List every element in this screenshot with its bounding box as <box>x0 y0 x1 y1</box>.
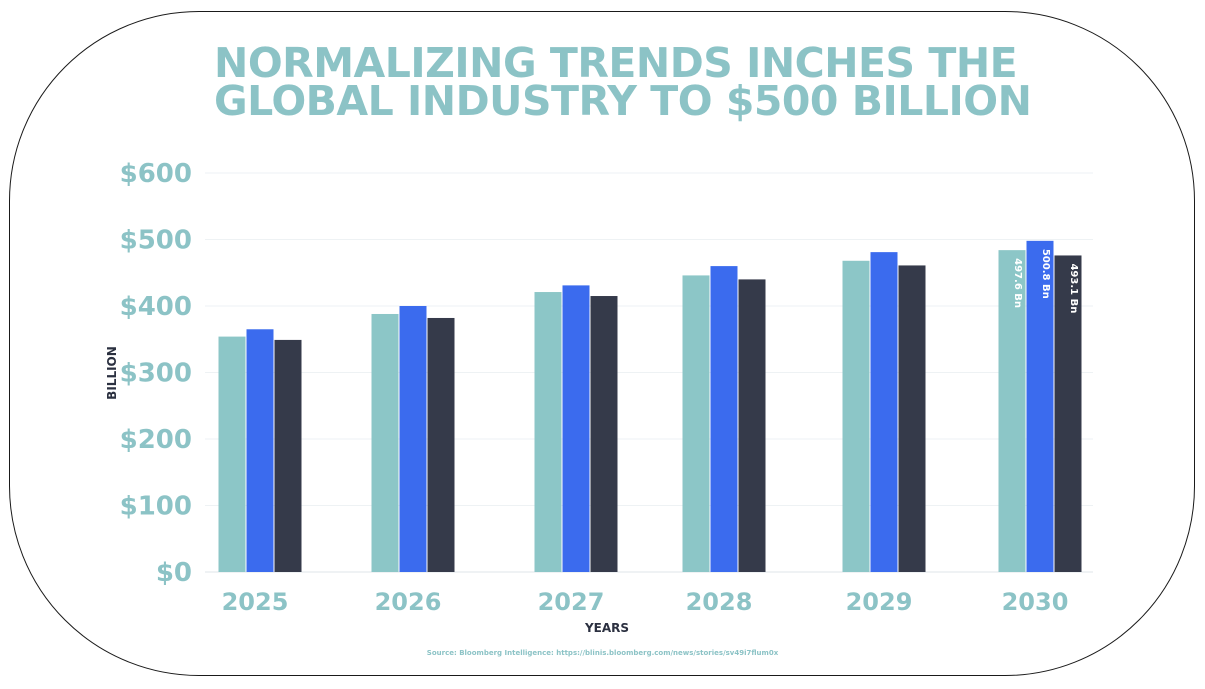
data-labels: 497.6 Bn 500.8 Bn 493.1 Bn <box>1012 249 1079 313</box>
x-tick-label: 2027 <box>538 588 605 616</box>
x-tick-label: 2026 <box>375 588 442 616</box>
bar-2025-series-3 <box>274 339 302 572</box>
x-tick-label: 2025 <box>222 588 289 616</box>
bar-2028-series-3 <box>738 279 766 572</box>
bar-2027-series-3 <box>590 296 618 572</box>
bar-2030-series-2 <box>1026 240 1054 572</box>
chart-title-line-2: GLOBAL INDUSTRY TO $500 BILLION <box>214 77 1032 125</box>
bar-2028-series-2 <box>710 266 738 572</box>
bar-2027-series-1 <box>534 292 562 572</box>
bars <box>218 240 1082 572</box>
bar-2029-series-2 <box>870 252 898 572</box>
x-tick-label: 2030 <box>1002 588 1069 616</box>
x-tick-label: 2029 <box>846 588 913 616</box>
chart-title: NORMALIZING TRENDS INCHES THE GLOBAL IND… <box>214 39 1032 125</box>
bar-2029-series-1 <box>842 260 870 572</box>
chart-title-line-1: NORMALIZING TRENDS INCHES THE <box>214 39 1018 87</box>
data-label: 497.6 Bn <box>1012 258 1023 308</box>
bar-2030-series-1 <box>998 250 1026 572</box>
x-tick-label: 2028 <box>686 588 753 616</box>
bar-2026-series-1 <box>371 313 399 572</box>
y-tick-label: $500 <box>120 226 192 256</box>
bar-2027-series-2 <box>562 285 590 572</box>
y-tick-label: $100 <box>120 492 192 522</box>
y-tick-label: $200 <box>120 425 192 455</box>
bar-2029-series-3 <box>898 265 926 572</box>
x-axis-label: YEARS <box>584 621 629 635</box>
bar-2025-series-2 <box>246 329 274 572</box>
y-tick-label: $0 <box>156 558 192 588</box>
bar-2026-series-2 <box>399 306 427 572</box>
bar-2025-series-1 <box>218 336 246 572</box>
data-label: 500.8 Bn <box>1040 249 1051 299</box>
data-label: 493.1 Bn <box>1068 263 1079 313</box>
bar-2030-series-3 <box>1054 255 1082 572</box>
source-note: Source: Bloomberg Intelligence: https://… <box>426 649 779 657</box>
bar-2026-series-3 <box>427 317 455 572</box>
grid-lines <box>205 172 1093 573</box>
y-tick-label: $600 <box>120 159 192 189</box>
y-axis-ticks: $0 $100 $200 $300 $400 $500 $600 <box>120 159 192 588</box>
bar-2028-series-1 <box>682 275 710 572</box>
x-axis-ticks: 2025 2026 2027 2028 2029 2030 <box>222 588 1069 616</box>
y-axis-label: BILLION <box>105 346 119 400</box>
y-tick-label: $400 <box>120 292 192 322</box>
y-tick-label: $300 <box>120 359 192 389</box>
